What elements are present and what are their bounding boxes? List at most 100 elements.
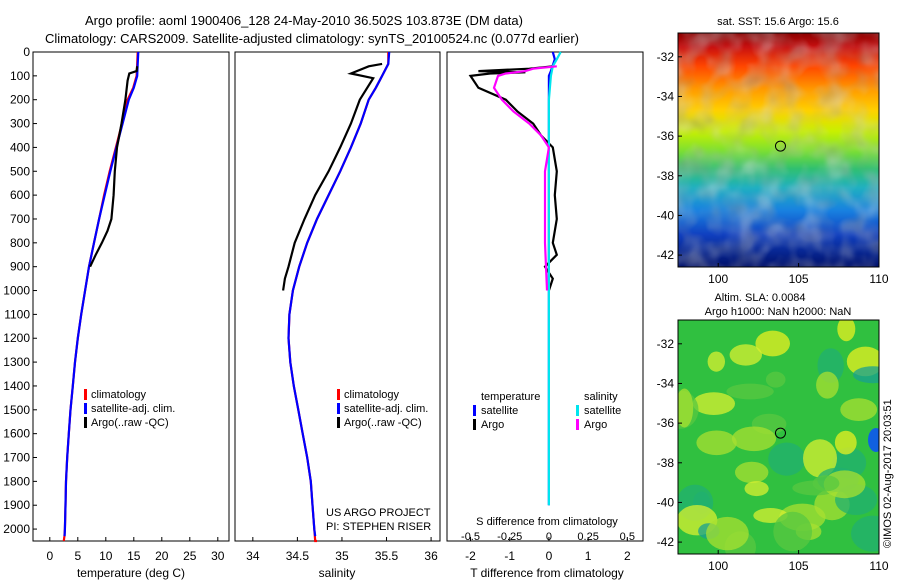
x-tick-label: 2 [624,549,631,563]
x-tick-label: 34.5 [286,549,310,563]
sla-map-subtitle: Argo h1000: NaN h2000: NaN [705,306,852,318]
sla-blob [853,366,879,384]
depth-tick-label: 2000 [3,522,30,536]
sla-blob [773,511,813,552]
sst-map-axes: 100 105 110 -32 -34 -36 -38 -40 -42 [657,50,889,286]
depth-tick-label: 100 [10,69,30,83]
x-tick-label: 25 [183,549,197,563]
sst-map-title: sat. SST: 15.6 Argo: 15.6 [717,16,839,28]
legend-swatch [473,405,476,416]
temperature-plot-frame [32,51,230,542]
salinity-x-label: salinity [319,566,356,580]
sla-blob [692,392,735,415]
depth-tick-label: 800 [10,236,30,250]
salinity-panel: 34 34.5 35 35.5 36 salinity climatology satel… [234,51,441,580]
legend-swatch [337,403,340,414]
legend-swatch [337,417,340,428]
sla-blob [731,426,777,452]
depth-tick-label: 1800 [3,474,30,488]
depth-tick-label: 1700 [3,451,30,465]
map-lat-label: -40 [657,495,675,509]
sst-map-panel: sat. SST: 15.6 Argo: 15.6 100 105 110 -32 -3… [657,16,889,286]
map-lat-label: -36 [657,129,675,143]
salinity-x-axis: 34 34.5 35 35.5 36 [246,537,438,563]
legend-label: Argo(..raw -QC) [344,417,422,429]
s-diff-tick-label: 0 [546,531,552,543]
map-lat-label: -32 [657,50,675,64]
legend-swatch [84,389,87,400]
sla-blob [816,371,839,399]
sst-map-frame [677,32,880,268]
legend-label: satellite-adj. clim. [344,403,428,415]
map-lon-label: 100 [708,559,728,573]
figure-title-line2: Climatology: CARS2009. Satellite-adjuste… [45,31,579,46]
legend-label: Argo [481,419,504,431]
depth-tick-label: 1300 [3,355,30,369]
legend-label: satellite [584,405,621,417]
salinity-plot-frame [234,51,441,542]
sla-blob [803,439,837,478]
sla-blob [726,383,774,400]
map-lat-label: -40 [657,208,675,222]
sla-map-frame [677,319,880,555]
depth-tick-label: 500 [10,164,30,178]
depth-tick-label: 1000 [3,284,30,298]
depth-tick-label: 400 [10,140,30,154]
legend-label: climatology [344,389,400,401]
depth-axis: 0 100 200 300 400 500 600 700 800 900 1000 1100 1200… [3,45,37,536]
temperature-panel: 0100200300400500600700800900100011001200… [3,45,230,580]
legend-swatch [473,419,476,430]
sla-blob [707,351,725,372]
sla-map-panel: Altim. SLA: 0.0084 Argo h1000: NaN h2000… [657,292,889,573]
salinity-legend: climatology satellite-adj. clim. Argo(..ra… [337,389,428,429]
x-tick-label: 30 [211,549,225,563]
t-difference-label: T difference from climatology [470,566,624,580]
x-tick-label: 1 [585,549,592,563]
series-line [282,62,383,291]
sst-texture [678,33,879,267]
series-line [287,52,390,543]
depth-tick-label: 1900 [3,498,30,512]
depth-tick-label: 1500 [3,403,30,417]
legend-swatch [337,389,340,400]
legend-label: satellite [481,405,518,417]
legend-label: Argo(..raw -QC) [91,417,169,429]
sla-blob [678,388,694,428]
legend-title-salinity: salinity [584,391,618,403]
difference-series-line [547,51,562,506]
x-tick-label: 34 [246,549,260,563]
depth-tick-label: 600 [10,188,30,202]
map-lat-label: -34 [657,89,675,103]
s-diff-tick-label: 0.5 [620,531,635,543]
depth-tick-label: 1400 [3,379,30,393]
sla-blob [735,461,769,484]
map-lat-label: -42 [657,535,675,549]
series-line [89,66,139,268]
sla-blob [696,430,737,456]
depth-tick-label: 1100 [4,307,30,321]
difference-panel: -2 -1 0 1 2 -0.5 -0.25 0 0.25 0.5 S difference f… [446,51,644,580]
x-tick-label: 36 [424,549,438,563]
x-tick-label: -2 [465,549,476,563]
series-line [287,51,391,537]
s-difference-x-axis: -0.5 -0.25 0 0.25 0.5 [461,531,635,543]
sla-map-title: Altim. SLA: 0.0084 [714,292,805,304]
credit-pi: PI: STEPHEN RISER [326,521,431,533]
sla-field [678,320,879,554]
s-diff-tick-label: 0.25 [577,531,598,543]
x-tick-label: 35 [335,549,349,563]
map-lat-label: -34 [657,376,675,390]
map-lat-label: -38 [657,456,675,470]
difference-series-line [492,65,557,291]
map-lon-label: 105 [789,559,809,573]
sla-blob [840,398,878,421]
legend-swatch [84,417,87,428]
sla-map-axes: 100 105 110 -32 -34 -36 -38 -40 -42 [657,337,889,573]
x-tick-label: -1 [504,549,515,563]
sla-blob [812,475,840,492]
temperature-series [62,51,140,542]
sla-blob [851,515,879,552]
x-tick-label: 35.5 [375,549,399,563]
temperature-x-label: temperature (deg C) [77,566,185,580]
